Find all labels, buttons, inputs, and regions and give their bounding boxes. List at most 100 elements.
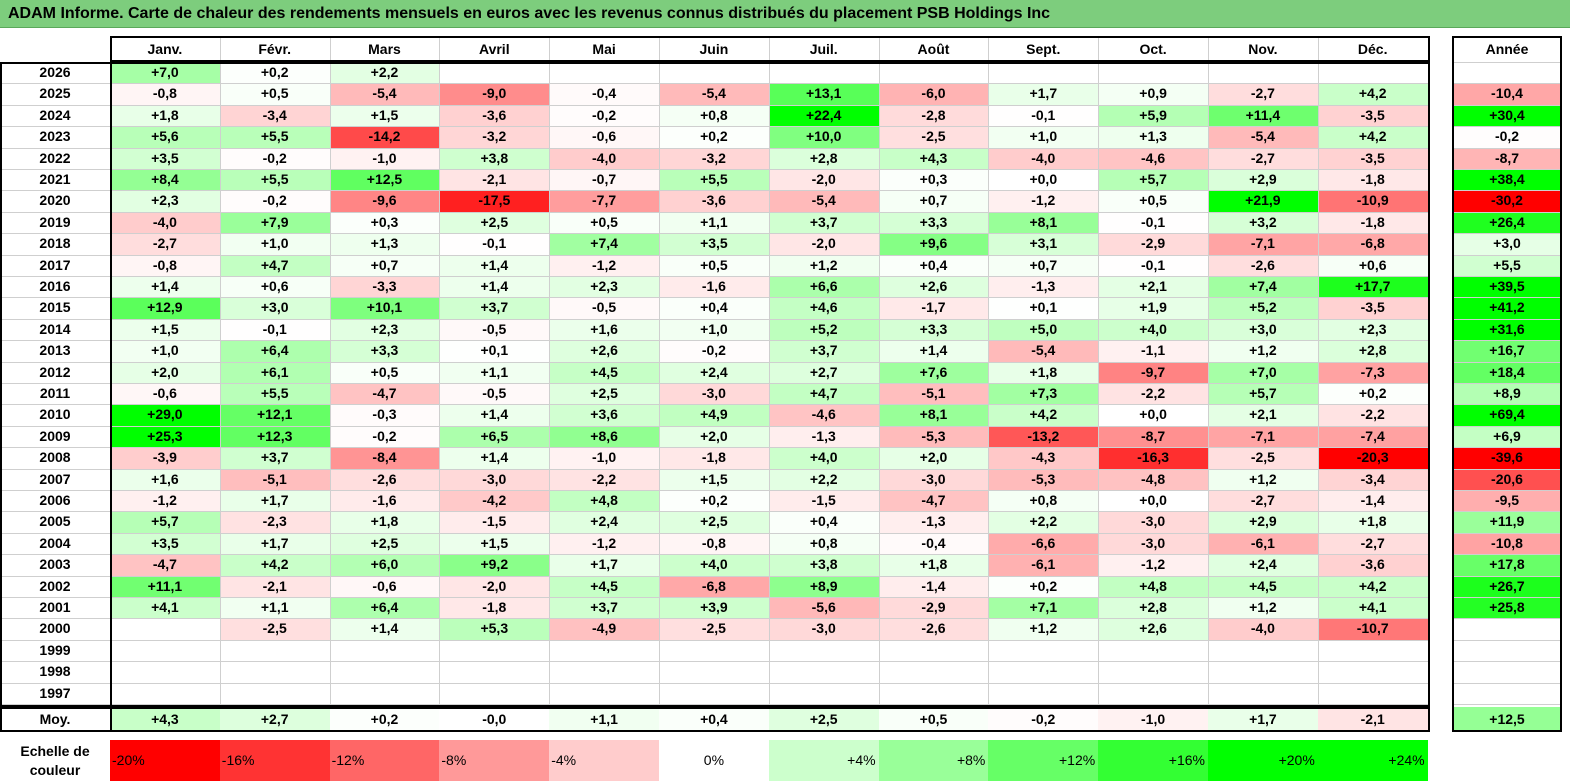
heatmap-cell: +1,4	[439, 447, 550, 469]
heatmap-cell: -2,7	[1208, 147, 1318, 169]
heatmap-cell: -3,0	[1098, 511, 1208, 533]
heatmap-cell: +7,9	[219, 211, 330, 234]
heatmap-cell: -3,4	[219, 104, 330, 127]
year-label: 1998	[39, 663, 71, 680]
heatmap-cell: +2,1	[1208, 404, 1318, 426]
month-header: Déc.	[1357, 41, 1388, 57]
average-cell: -0,2	[988, 707, 1099, 732]
heatmap-cell: -0,1	[219, 318, 330, 341]
heatmap-cell: -3,5	[1317, 297, 1428, 319]
heatmap-cell: +3,3	[329, 340, 440, 362]
heatmap-cell: -4,3	[988, 447, 1099, 469]
heatmap-cell: +3,7	[439, 297, 550, 319]
heatmap-cell: -3,6	[1317, 554, 1428, 576]
heatmap-cell: -4,7	[878, 490, 989, 512]
grid-line	[1452, 532, 1562, 534]
grid-line	[0, 233, 1428, 235]
heatmap-cell: -2,2	[549, 468, 659, 490]
heatmap-cell: +5,5	[219, 126, 330, 148]
heatmap-cell: -0,1	[988, 104, 1099, 127]
heatmap-cell: -2,7	[110, 233, 220, 255]
heatmap-cell	[768, 62, 879, 84]
month-header: Mars	[368, 41, 401, 57]
heatmap-cell: +1,1	[219, 597, 330, 619]
heatmap-cell: +3,7	[549, 597, 659, 619]
heatmap-cell: -6,0	[878, 83, 989, 105]
heatmap-cell: +4,7	[219, 254, 330, 276]
heatmap-cell: -4,6	[768, 404, 879, 426]
heatmap-cell: +0,5	[219, 83, 330, 105]
heatmap-cell: +10,1	[329, 297, 440, 319]
heatmap-cell: -4,6	[1098, 147, 1208, 169]
grid-line	[0, 704, 1428, 705]
grid-line	[1452, 554, 1562, 556]
heatmap-cell: -1,3	[768, 425, 879, 448]
heatmap-cell: +4,2	[219, 554, 330, 576]
heatmap-cell: -5,4	[988, 340, 1099, 362]
heatmap-cell: +1,7	[549, 554, 659, 576]
year-label: 2023	[39, 128, 71, 145]
heatmap-cell: -3,3	[329, 276, 440, 298]
heatmap-cell: +4,3	[878, 147, 989, 169]
heatmap-cell: +0,8	[988, 490, 1099, 512]
heatmap-cell: +1,2	[1208, 468, 1318, 490]
heatmap-cell: -4,0	[549, 147, 659, 169]
heatmap-cell: +3,0	[1208, 318, 1318, 341]
grid-line	[1452, 361, 1562, 363]
heatmap-cell: +0,7	[329, 254, 440, 276]
heatmap-cell: +2,9	[1208, 169, 1318, 191]
grid-line	[1452, 682, 1562, 684]
heatmap-cell: +2,6	[1098, 618, 1208, 640]
heatmap-cell: +0,4	[768, 511, 879, 533]
average-cell: +0,2	[329, 707, 440, 732]
heatmap-cell: +8,1	[988, 211, 1099, 234]
heatmap-cell: +1,8	[329, 511, 440, 533]
grid-line	[1452, 104, 1562, 106]
heatmap-cell: -7,7	[549, 190, 659, 212]
annual-cell: +8,9	[1452, 383, 1562, 405]
heatmap-cell: -4,0	[988, 147, 1099, 169]
heatmap-cell: +2,5	[439, 211, 550, 234]
annual-cell: +16,7	[1452, 340, 1562, 362]
heatmap-cell: +4,2	[1317, 126, 1428, 148]
month-header: Sept.	[1026, 41, 1061, 57]
heatmap-cell: +5,2	[768, 318, 879, 341]
heatmap-cell: -4,2	[439, 490, 550, 512]
heatmap-cell: -1,6	[329, 490, 440, 512]
heatmap-cell: +2,4	[659, 361, 769, 383]
grid-line	[0, 254, 1428, 256]
heatmap-cell: +1,4	[110, 276, 220, 298]
heatmap-cell	[878, 661, 989, 683]
heatmap-cell	[988, 639, 1099, 662]
grid-line	[0, 447, 1428, 449]
heatmap-cell: +7,0	[110, 62, 220, 84]
heatmap-cell: -1,2	[1098, 554, 1208, 576]
heatmap-cell: +0,3	[329, 211, 440, 234]
heatmap-cell: -2,5	[659, 618, 769, 640]
grid-line	[1452, 639, 1562, 641]
heatmap-cell	[768, 682, 879, 704]
heatmap-cell: -3,5	[1317, 147, 1428, 169]
average-cell: +4,3	[110, 707, 220, 732]
heatmap-cell: +2,3	[1317, 318, 1428, 341]
annual-cell: -10,8	[1452, 532, 1562, 555]
heatmap-cell: +1,1	[659, 211, 769, 234]
heatmap-cell	[110, 661, 220, 683]
year-label: 2005	[39, 513, 71, 530]
heatmap-cell: +2,5	[329, 532, 440, 555]
average-cell: +2,7	[219, 707, 330, 732]
heatmap-cell	[878, 682, 989, 704]
heatmap-cell: +2,3	[110, 190, 220, 212]
heatmap-cell	[878, 639, 989, 662]
average-cell: -1,0	[1098, 707, 1208, 732]
heatmap-cell: +1,8	[988, 361, 1099, 383]
grid-line	[1452, 126, 1562, 128]
year-label: 2003	[39, 556, 71, 573]
heatmap-cell: +22,4	[768, 104, 879, 127]
heatmap-cell: +0,5	[659, 254, 769, 276]
heatmap-cell: +3,6	[549, 404, 659, 426]
heatmap-cell: +11,4	[1208, 104, 1318, 127]
heatmap-cell: +12,5	[329, 169, 440, 191]
grid-line	[0, 297, 1428, 299]
grid-line	[0, 575, 1428, 577]
